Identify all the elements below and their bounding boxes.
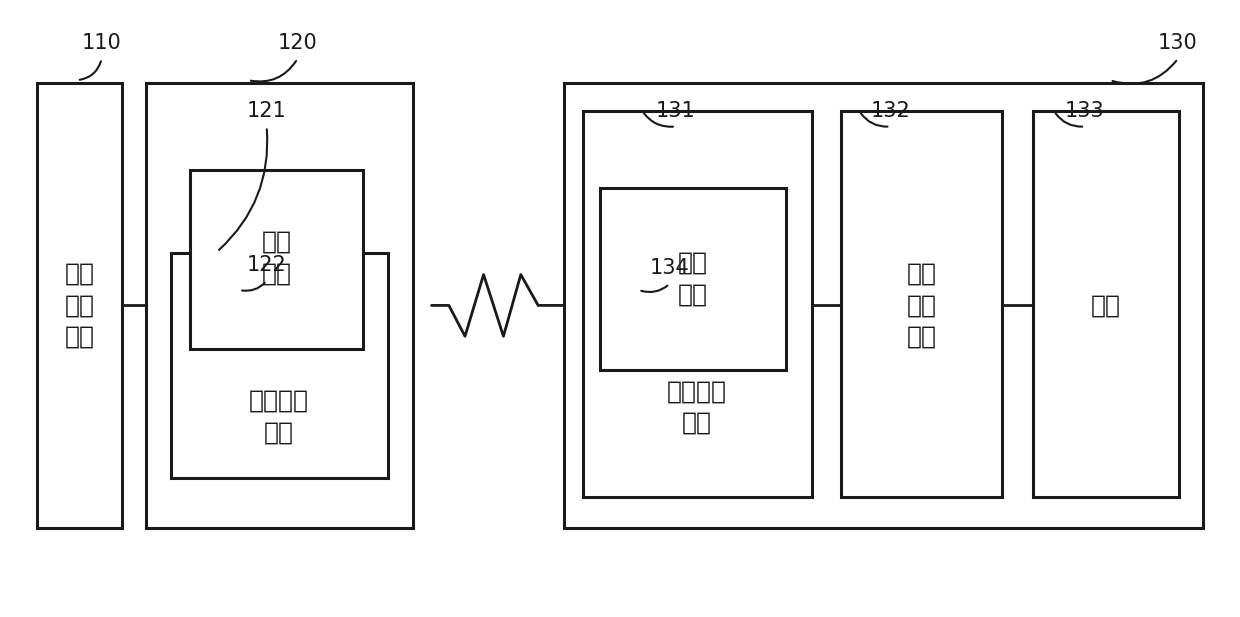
Bar [564, 83, 1203, 528]
Text: 电池: 电池 [1091, 294, 1121, 317]
Bar [600, 188, 786, 370]
Text: 发射
线圈: 发射 线圈 [262, 230, 291, 286]
Bar [1033, 111, 1179, 497]
Text: 无线发射
电路: 无线发射 电路 [249, 389, 309, 444]
Bar [146, 83, 413, 528]
FancyArrowPatch shape [219, 129, 268, 250]
Text: 接收
线圈: 接收 线圈 [678, 251, 708, 307]
FancyArrowPatch shape [79, 61, 100, 80]
FancyArrowPatch shape [644, 114, 673, 126]
Text: 110: 110 [82, 33, 122, 53]
Text: 电压
管理
电路: 电压 管理 电路 [906, 262, 936, 349]
Bar [37, 83, 122, 528]
FancyArrowPatch shape [861, 114, 888, 126]
FancyArrowPatch shape [641, 286, 667, 292]
Text: 132: 132 [870, 101, 910, 121]
Text: 122: 122 [247, 255, 286, 275]
Text: 121: 121 [247, 101, 286, 121]
Bar [841, 111, 1002, 497]
Text: 134: 134 [650, 259, 689, 278]
FancyArrowPatch shape [242, 283, 264, 291]
Text: 无线接收
电路: 无线接收 电路 [667, 379, 727, 435]
FancyArrowPatch shape [1055, 114, 1083, 126]
Bar [190, 170, 363, 349]
Text: 电源
提供
设备: 电源 提供 设备 [64, 262, 94, 349]
FancyArrowPatch shape [250, 61, 296, 81]
Text: 130: 130 [1158, 33, 1198, 53]
FancyArrowPatch shape [1112, 61, 1177, 84]
Text: 131: 131 [656, 101, 696, 121]
Text: 133: 133 [1065, 101, 1105, 121]
Bar [171, 253, 388, 478]
Bar [583, 111, 812, 497]
Text: 120: 120 [278, 33, 317, 53]
